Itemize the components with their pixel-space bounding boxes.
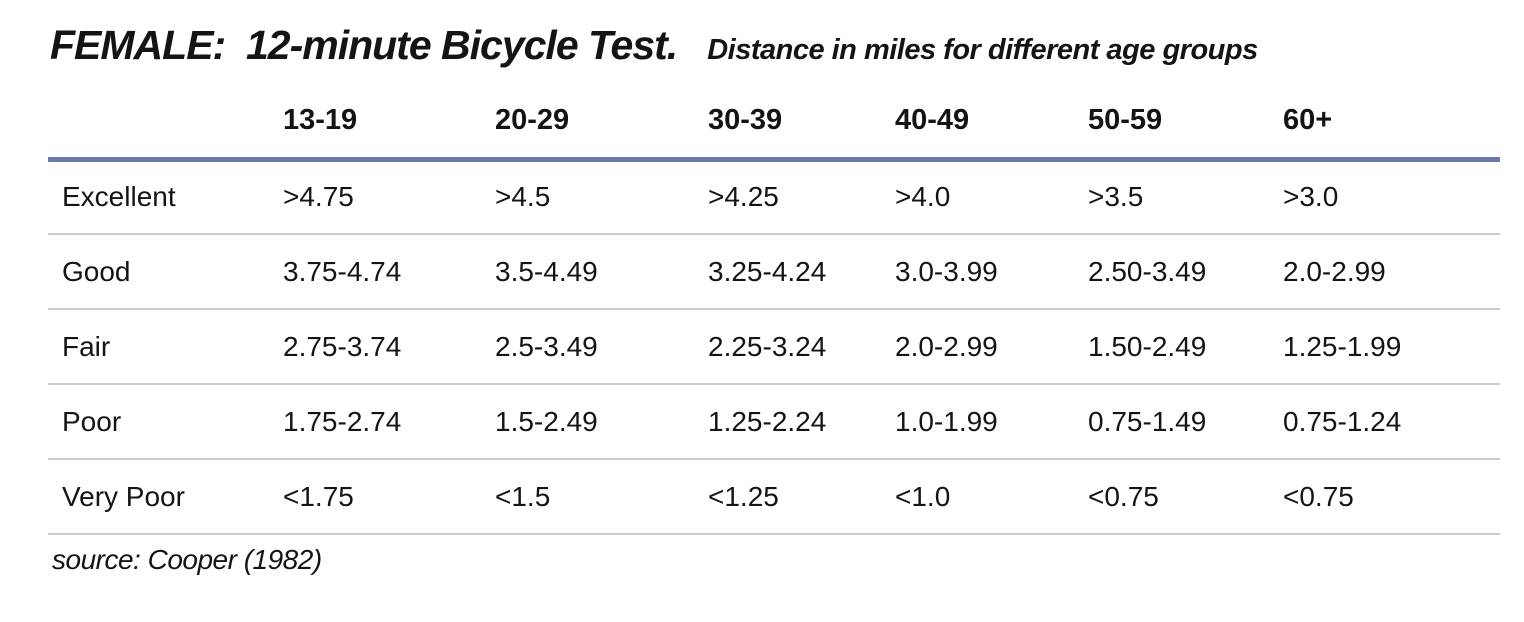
cell-value: >4.0	[895, 159, 1088, 236]
title-row: FEMALE: 12-minute Bicycle Test. Distance…	[50, 22, 1504, 69]
cell-value: 2.5-3.49	[495, 309, 708, 386]
cell-value: 1.25-2.24	[708, 384, 895, 461]
cell-value: <1.0	[895, 459, 1088, 536]
bicycle-test-table: 13-19 20-29 30-39 40-49 50-59 60+ Excell…	[48, 71, 1500, 536]
cell-value: >4.75	[283, 159, 495, 236]
row-label-good: Good	[48, 234, 283, 311]
cell-value: 3.5-4.49	[495, 234, 708, 311]
cell-value: <1.75	[283, 459, 495, 536]
table-row: Very Poor <1.75 <1.5 <1.25 <1.0 <0.75 <0…	[48, 459, 1500, 536]
header-cell-age-13-19: 13-19	[283, 71, 495, 162]
cell-value: 1.0-1.99	[895, 384, 1088, 461]
cell-value: 0.75-1.49	[1088, 384, 1283, 461]
cell-value: 2.25-3.24	[708, 309, 895, 386]
cell-value: 1.50-2.49	[1088, 309, 1283, 386]
cell-value: <1.25	[708, 459, 895, 536]
header-cell-age-50-59: 50-59	[1088, 71, 1283, 162]
cell-value: 3.75-4.74	[283, 234, 495, 311]
cell-value: 1.5-2.49	[495, 384, 708, 461]
cell-value: 2.0-2.99	[1283, 234, 1500, 311]
cell-value: <1.5	[495, 459, 708, 536]
cell-value: >4.25	[708, 159, 895, 236]
table-header-row: 13-19 20-29 30-39 40-49 50-59 60+	[48, 71, 1500, 162]
table-row: Excellent >4.75 >4.5 >4.25 >4.0 >3.5 >3.…	[48, 159, 1500, 236]
cell-value: <0.75	[1283, 459, 1500, 536]
cell-value: 1.75-2.74	[283, 384, 495, 461]
cell-value: 3.25-4.24	[708, 234, 895, 311]
cell-value: >4.5	[495, 159, 708, 236]
source-citation: source: Cooper (1982)	[52, 544, 322, 576]
cell-value: 3.0-3.99	[895, 234, 1088, 311]
table-row: Good 3.75-4.74 3.5-4.49 3.25-4.24 3.0-3.…	[48, 234, 1500, 311]
cell-value: 0.75-1.24	[1283, 384, 1500, 461]
cell-value: 2.0-2.99	[895, 309, 1088, 386]
header-cell-age-60-plus: 60+	[1283, 71, 1500, 162]
header-cell-age-40-49: 40-49	[895, 71, 1088, 162]
header-cell-age-30-39: 30-39	[708, 71, 895, 162]
row-label-very-poor: Very Poor	[48, 459, 283, 536]
content: FEMALE: 12-minute Bicycle Test. Distance…	[48, 22, 1504, 576]
page-subtitle: Distance in miles for different age grou…	[707, 34, 1258, 66]
cell-value: 2.75-3.74	[283, 309, 495, 386]
row-label-excellent: Excellent	[48, 159, 283, 236]
header-cell-empty	[48, 71, 283, 162]
table-row: Poor 1.75-2.74 1.5-2.49 1.25-2.24 1.0-1.…	[48, 384, 1500, 461]
cell-value: >3.0	[1283, 159, 1500, 236]
cell-value: 2.50-3.49	[1088, 234, 1283, 311]
cell-value: <0.75	[1088, 459, 1283, 536]
cell-value: 1.25-1.99	[1283, 309, 1500, 386]
cell-value: >3.5	[1088, 159, 1283, 236]
page-title: FEMALE: 12-minute Bicycle Test.	[50, 22, 678, 68]
row-label-fair: Fair	[48, 309, 283, 386]
header-cell-age-20-29: 20-29	[495, 71, 708, 162]
table-row: Fair 2.75-3.74 2.5-3.49 2.25-3.24 2.0-2.…	[48, 309, 1500, 386]
row-label-poor: Poor	[48, 384, 283, 461]
